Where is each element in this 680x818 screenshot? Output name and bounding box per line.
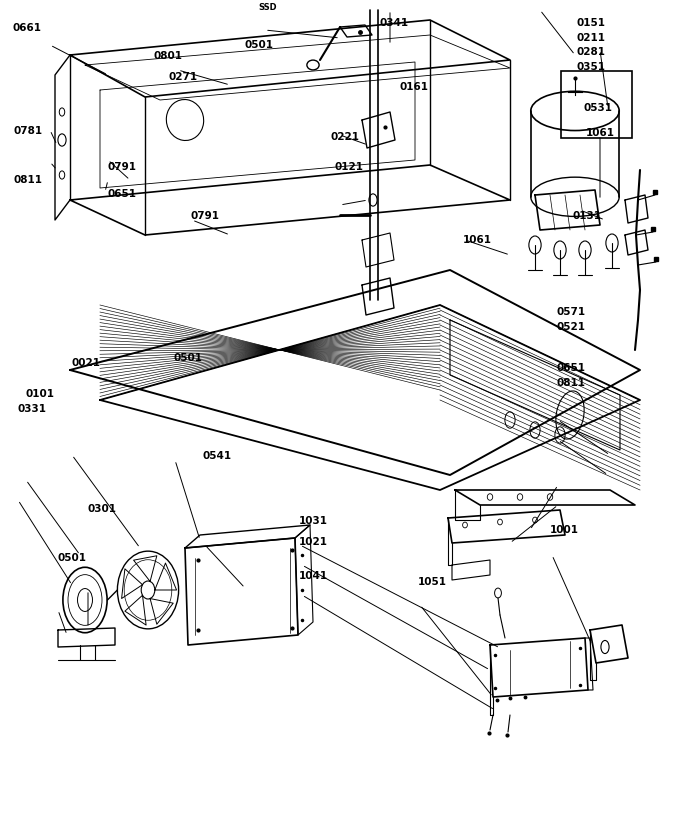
Text: 0351: 0351 [577, 62, 606, 72]
Text: 0301: 0301 [87, 504, 116, 514]
Text: 0651: 0651 [107, 189, 137, 199]
Text: 1041: 1041 [299, 571, 328, 581]
Text: 0341: 0341 [379, 18, 409, 28]
Text: 0501: 0501 [58, 553, 87, 563]
Text: 1021: 1021 [299, 537, 328, 546]
Text: 0101: 0101 [26, 389, 55, 399]
Text: 0801: 0801 [153, 51, 182, 61]
Text: 0021: 0021 [71, 358, 101, 368]
Text: 0661: 0661 [12, 23, 41, 33]
Text: 0791: 0791 [107, 162, 137, 172]
Text: 0811: 0811 [14, 175, 43, 185]
Text: 0121: 0121 [335, 162, 364, 172]
Text: 0521: 0521 [556, 322, 585, 332]
Text: SSD: SSD [258, 3, 277, 12]
Text: 0541: 0541 [203, 452, 232, 461]
Text: 1061: 1061 [586, 128, 615, 137]
Text: 0331: 0331 [17, 404, 46, 414]
Text: 0781: 0781 [14, 126, 43, 136]
Text: 0651: 0651 [556, 363, 585, 373]
Text: 1031: 1031 [299, 516, 328, 526]
Text: 0281: 0281 [577, 47, 606, 57]
Text: 0501: 0501 [173, 353, 203, 363]
Text: 0811: 0811 [556, 378, 585, 388]
Text: 0791: 0791 [190, 211, 220, 221]
Text: 1061: 1061 [462, 236, 492, 245]
Text: 0131: 0131 [573, 211, 602, 221]
Text: 0531: 0531 [583, 103, 613, 113]
Text: 0501: 0501 [245, 40, 274, 50]
Text: 0151: 0151 [577, 18, 606, 28]
Text: 0571: 0571 [556, 308, 585, 317]
Text: 1051: 1051 [418, 578, 447, 587]
Text: 1001: 1001 [549, 525, 579, 535]
Text: 0221: 0221 [330, 133, 360, 142]
Text: 0161: 0161 [399, 82, 428, 92]
Text: 0271: 0271 [169, 72, 198, 82]
Text: 0211: 0211 [577, 33, 606, 43]
